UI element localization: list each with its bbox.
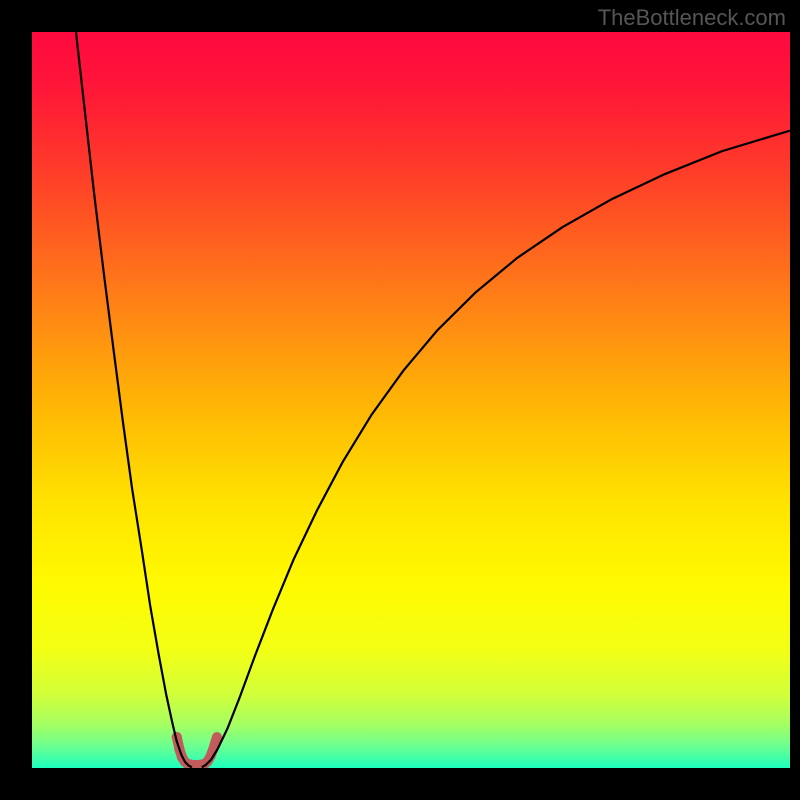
gradient-background [32,32,790,768]
chart-svg [32,32,790,768]
outer-frame: TheBottleneck.com [0,0,800,800]
watermark-text: TheBottleneck.com [598,5,786,31]
plot-area [32,32,790,768]
